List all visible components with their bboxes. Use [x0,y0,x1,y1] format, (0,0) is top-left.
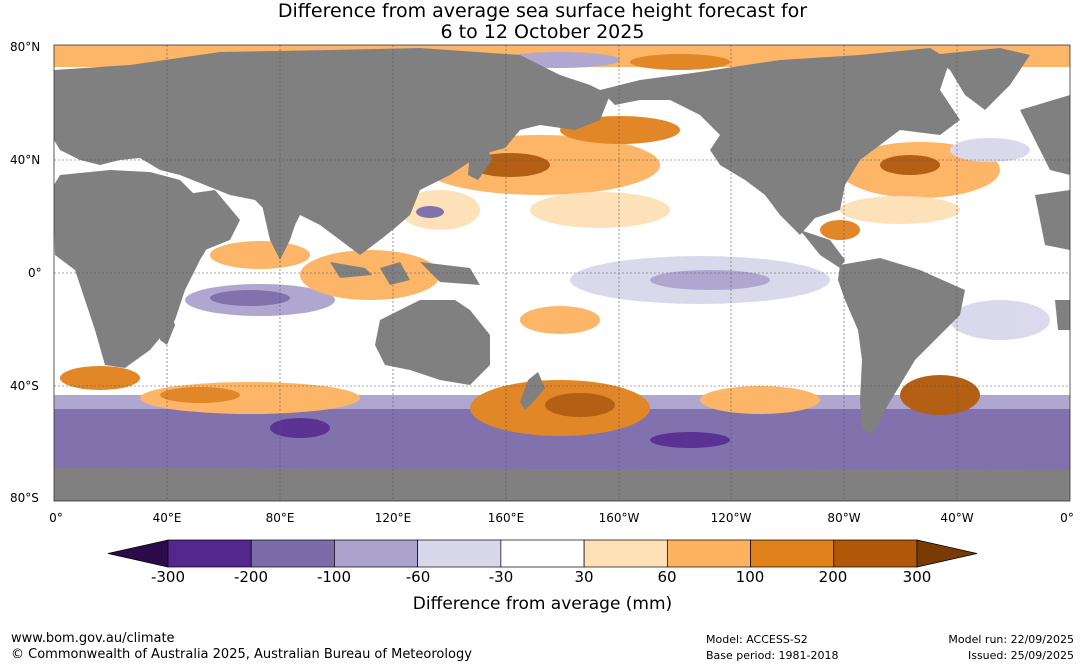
land-masses [54,48,1070,501]
lon-label-160e: 160°E [487,511,525,525]
lat-label-40n: 40°N [10,153,41,167]
colorbar-tick-label: 60 [657,568,677,586]
eurasia [54,48,610,255]
map-title-line-1: Difference from average sea surface heig… [277,0,808,22]
colorbar-tick-label: 100 [735,568,765,586]
colorbar-tick-label: -300 [150,568,186,586]
lon-label-160w: 160°W [598,511,640,525]
map-frame [53,44,1071,502]
south-america [838,258,965,435]
model-run-date: Model run: 22/09/2025 [948,633,1074,646]
africa [54,170,215,368]
colorbar-tick-label: -60 [405,568,431,586]
lat-label-40s: 40°S [10,379,39,393]
colorbar-segment [583,539,668,568]
lon-label-120w: 120°W [710,511,752,525]
world-map [53,44,1071,502]
lon-label-80w: 80°W [827,511,861,525]
colorbar-tick-label: 30 [574,568,594,586]
colorbar-segment [500,539,585,568]
colorbar-arrow-high [916,539,978,568]
lat-label-equator: 0° [28,266,42,280]
colorbar-tick-label: 200 [818,568,848,586]
greenland [930,48,1030,110]
issued-date: Issued: 25/09/2025 [967,649,1074,662]
graticule [54,45,1070,501]
colorbar-title: Difference from average (mm) [412,594,673,614]
colorbar-tick-label: -30 [488,568,514,586]
copyright-notice: © Commonwealth of Australia 2025, Austra… [11,647,472,662]
lat-label-80s: 80°S [10,491,39,505]
lon-label-80e: 80°E [265,511,295,525]
colorbar-segment [334,539,419,568]
map-title-line-2: 6 to 12 October 2025 [440,21,645,43]
anomaly-field [54,45,1070,475]
colorbar-tick-label: -200 [233,568,269,586]
base-period: Base period: 1981-2018 [706,649,839,662]
lon-label-120e: 120°E [374,511,412,525]
lon-label-0: 0° [49,511,63,525]
colorbar-segment [833,539,918,568]
north-america [600,48,960,235]
colorbar-segment [167,539,252,568]
colorbar-arrow-low [107,539,169,568]
colorbar-segment [417,539,502,568]
website-url: www.bom.gov.au/climate [11,631,175,646]
colorbar-segment [750,539,835,568]
lat-label-80n: 80°N [10,40,41,54]
australia [375,300,490,385]
lon-label-40e: 40°E [152,511,182,525]
antarctica [54,468,1070,501]
colorbar-tick-label: 300 [902,568,932,586]
model-name: Model: ACCESS-S2 [706,633,808,646]
colorbar-segment [250,539,335,568]
colorbar-segment [666,539,751,568]
lon-label-40w: 40°W [940,511,974,525]
lon-label-0-east: 0° [1060,511,1074,525]
colorbar-tick-label: -100 [316,568,352,586]
